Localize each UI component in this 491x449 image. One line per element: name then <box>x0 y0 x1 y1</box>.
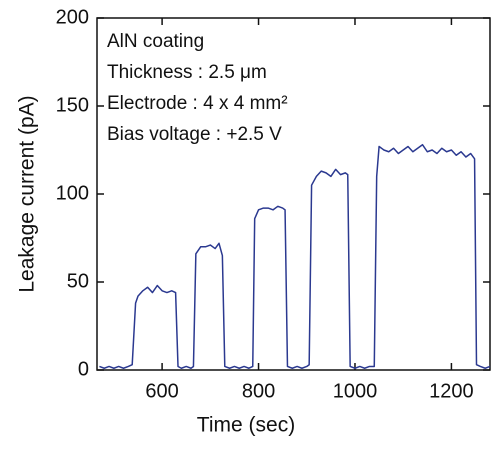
x-tick-label: 800 <box>242 380 275 402</box>
annotation: Thickness : 2.5 μm <box>107 62 267 83</box>
y-tick-label: 0 <box>78 358 89 380</box>
annotation: AlN coating <box>107 31 204 52</box>
y-tick-label: 200 <box>56 6 89 28</box>
x-tick-label: 600 <box>145 380 178 402</box>
y-tick-label: 50 <box>67 270 89 292</box>
x-tick-label: 1000 <box>333 380 378 402</box>
y-tick-label: 150 <box>56 94 89 116</box>
x-axis-label: Time (sec) <box>197 414 295 437</box>
y-tick-label: 100 <box>56 182 89 204</box>
annotation: Bias voltage : +2.5 V <box>107 124 282 145</box>
y-axis-label: Leakage current (pA) <box>16 95 39 292</box>
annotation: Electrode : 4 x 4 mm² <box>107 93 288 114</box>
x-tick-label: 1200 <box>429 380 474 402</box>
data-line <box>99 143 491 369</box>
